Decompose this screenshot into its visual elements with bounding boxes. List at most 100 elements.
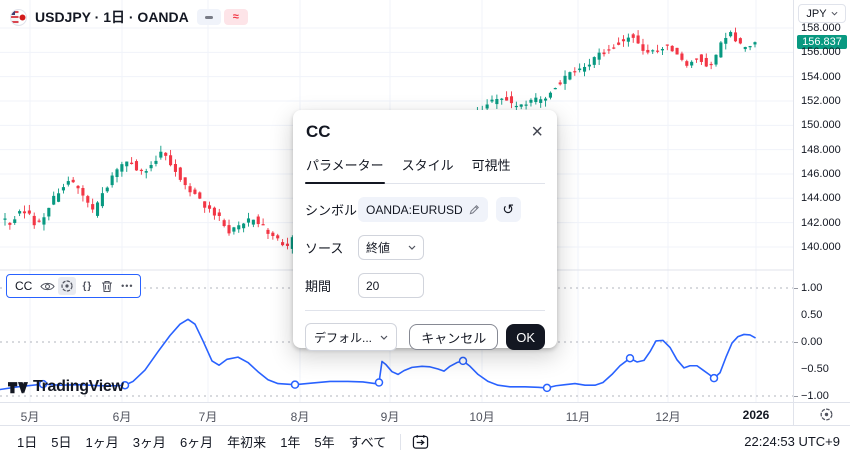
ok-button[interactable]: OK <box>506 324 545 350</box>
period-label: 期間 <box>305 279 332 294</box>
cc-marker <box>709 373 719 383</box>
cc-marker <box>290 380 300 389</box>
dialog-header: CC × <box>293 110 557 146</box>
symbol-row: シンボル OANDA:EURUSD ↺ <box>305 197 545 222</box>
range-button-9[interactable]: すべて <box>348 435 387 450</box>
range-button-7[interactable]: 1年 <box>280 435 301 450</box>
tab-parameters[interactable]: パラメーター <box>305 148 385 184</box>
preset-select[interactable]: デフォル... <box>305 323 398 351</box>
range-button-4[interactable]: 3ヶ月 <box>132 435 166 450</box>
price-axis-label: 148.000 <box>801 143 841 156</box>
eye-icon[interactable] <box>38 277 56 295</box>
symbol-flag-icon <box>10 8 27 26</box>
reset-symbol-button[interactable]: ↺ <box>495 197 521 222</box>
bottom-toolbar: 1日 5日 1ヶ月 3ヶ月 6ヶ月 年初来 1年 5年 すべて 22:24:53 UTC+9 <box>0 425 850 457</box>
indicator-axis-label: 1.00 <box>801 282 823 294</box>
cc-marker <box>458 356 468 366</box>
indicator-axis-label: −1.00 <box>801 390 829 402</box>
trash-icon[interactable] <box>98 277 116 295</box>
chevron-down-icon <box>408 245 416 250</box>
tradingview-logo-text: TradingView <box>33 378 124 395</box>
axis-corner <box>793 402 850 426</box>
cc-line <box>0 318 756 391</box>
indicator-axis-label: 0.00 <box>801 336 823 348</box>
symbol-title[interactable]: USDJPY · 1日 · OANDA <box>35 9 189 25</box>
source-value: 終値 <box>366 241 391 255</box>
scale-settings-icon[interactable] <box>819 407 834 422</box>
preset-value: デフォル... <box>314 330 373 345</box>
tab-visibility[interactable]: 可視性 <box>471 158 511 173</box>
currency-label: JPY <box>806 7 827 20</box>
price-axis-label: 150.000 <box>801 119 841 132</box>
gear-icon[interactable] <box>58 277 77 295</box>
time-axis-label: 11月 <box>565 410 591 424</box>
cancel-button[interactable]: キャンセル <box>409 324 499 350</box>
dialog-footer: デフォル... キャンセル OK <box>305 310 545 351</box>
approx-data-badge[interactable]: ≈ <box>223 9 248 25</box>
indicator-settings-dialog: CC × パラメーター スタイル 可視性 シンボル OANDA:EURUSD ↺… <box>293 110 557 351</box>
go-to-date-icon[interactable] <box>408 432 433 452</box>
range-button-5[interactable]: 6ヶ月 <box>179 435 214 450</box>
tradingview-logo[interactable]: TradingView <box>8 378 124 396</box>
indicator-axis-label: 0.50 <box>801 309 823 321</box>
range-button-1[interactable]: 1日 <box>17 435 38 450</box>
symbol-header: USDJPY · 1日 · OANDA ≈ <box>10 7 248 27</box>
indicator-name: CC <box>15 279 33 293</box>
cc-marker <box>38 379 48 389</box>
toolbar-divider <box>400 433 402 450</box>
current-price-badge: 156.837 <box>797 35 847 50</box>
chevron-down-icon <box>831 11 838 16</box>
cc-indicator-legend[interactable]: CC {} ••• <box>6 274 142 298</box>
axis-tick <box>794 288 798 289</box>
symbol-field[interactable]: OANDA:EURUSD <box>358 197 488 222</box>
price-axis-label: 144.000 <box>801 192 841 205</box>
tab-style[interactable]: スタイル <box>401 158 454 173</box>
symbol-label: シンボル <box>305 203 358 218</box>
chevron-down-icon <box>380 335 388 340</box>
price-axis-label: 146.000 <box>801 167 841 180</box>
source-select[interactable]: 終値 <box>358 235 424 260</box>
time-axis-label: 10月 <box>469 410 495 424</box>
bar-status-badge[interactable] <box>196 9 221 25</box>
more-icon[interactable]: ••• <box>121 281 134 291</box>
time-axis-label: 5月 <box>20 410 40 424</box>
dialog-tabs: パラメーター スタイル 可視性 <box>305 148 545 184</box>
price-axis-label: 158.000 <box>801 22 841 34</box>
range-button-3[interactable]: 1ヶ月 <box>85 435 119 450</box>
range-button-6[interactable]: 年初来 <box>227 435 267 450</box>
period-row: 期間 <box>305 273 545 298</box>
period-input[interactable] <box>358 273 424 298</box>
range-button-8[interactable]: 5年 <box>314 435 335 450</box>
range-button-2[interactable]: 5日 <box>51 435 72 450</box>
cc-marker <box>374 378 384 387</box>
symbol-value: OANDA:EURUSD <box>366 202 463 217</box>
price-axis-label: 152.000 <box>801 94 841 107</box>
currency-selector[interactable]: JPY <box>798 4 846 23</box>
cc-marker <box>120 380 130 390</box>
source-row: ソース 終値 <box>305 235 545 260</box>
bar-status-icon <box>204 15 213 19</box>
time-axis-label: 12月 <box>655 410 681 424</box>
price-axis[interactable]: JPY 156.837 158.000 156.000 154.000 152.000… <box>793 0 850 402</box>
time-axis-label: 2026 <box>742 408 770 422</box>
tradingview-logo-icon <box>8 381 28 393</box>
dialog-title: CC <box>306 122 331 141</box>
time-axis-label: 6月 <box>112 410 132 424</box>
source-label: ソース <box>305 241 344 256</box>
axis-tick <box>794 396 798 397</box>
time-axis[interactable]: 5月 6月 7月 8月 9月 10月 11月 12月 2026 <box>0 402 793 426</box>
price-axis-label: 156.000 <box>801 46 841 59</box>
edit-pencil-icon <box>469 205 479 215</box>
time-axis-label: 9月 <box>380 410 400 424</box>
time-axis-label: 8月 <box>290 410 310 424</box>
clock[interactable]: 22:24:53 UTC+9 <box>744 434 840 449</box>
close-icon[interactable]: × <box>531 121 543 143</box>
axis-tick <box>794 342 798 343</box>
cc-marker <box>625 353 635 363</box>
indicator-axis-label: −0.50 <box>801 363 829 375</box>
source-code-icon[interactable]: {} <box>82 280 93 292</box>
cc-marker <box>542 383 552 393</box>
range-buttons: 1日 5日 1ヶ月 3ヶ月 6ヶ月 年初来 1年 5年 すべて <box>10 428 433 455</box>
price-axis-label: 154.000 <box>801 70 841 83</box>
